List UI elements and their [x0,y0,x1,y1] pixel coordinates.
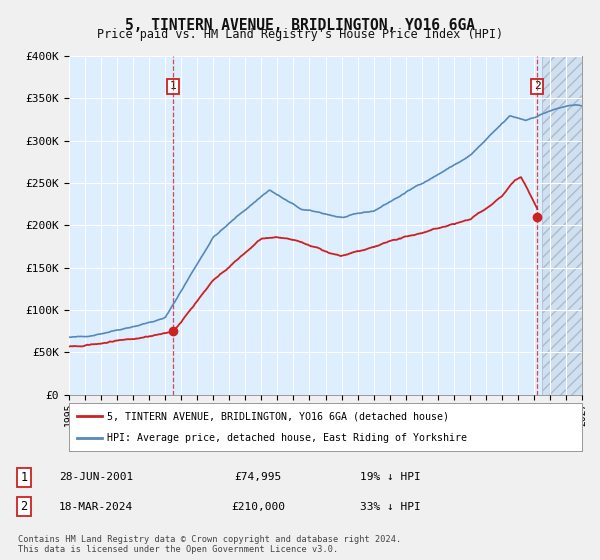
Text: 2: 2 [20,500,28,514]
Text: Price paid vs. HM Land Registry's House Price Index (HPI): Price paid vs. HM Land Registry's House … [97,28,503,41]
Text: 5, TINTERN AVENUE, BRIDLINGTON, YO16 6GA: 5, TINTERN AVENUE, BRIDLINGTON, YO16 6GA [125,18,475,33]
Bar [542,56,582,395]
Text: 5, TINTERN AVENUE, BRIDLINGTON, YO16 6GA (detached house): 5, TINTERN AVENUE, BRIDLINGTON, YO16 6GA… [107,411,449,421]
Bar [542,56,582,395]
Text: 2: 2 [534,82,541,91]
Text: 19% ↓ HPI: 19% ↓ HPI [359,472,421,482]
Text: 33% ↓ HPI: 33% ↓ HPI [359,502,421,512]
Text: 28-JUN-2001: 28-JUN-2001 [59,472,133,482]
Text: £74,995: £74,995 [235,472,281,482]
Text: 1: 1 [170,82,176,91]
Text: £210,000: £210,000 [231,502,285,512]
Text: Contains HM Land Registry data © Crown copyright and database right 2024.
This d: Contains HM Land Registry data © Crown c… [18,535,401,554]
Text: HPI: Average price, detached house, East Riding of Yorkshire: HPI: Average price, detached house, East… [107,433,467,443]
Text: 18-MAR-2024: 18-MAR-2024 [59,502,133,512]
Text: 1: 1 [20,470,28,484]
